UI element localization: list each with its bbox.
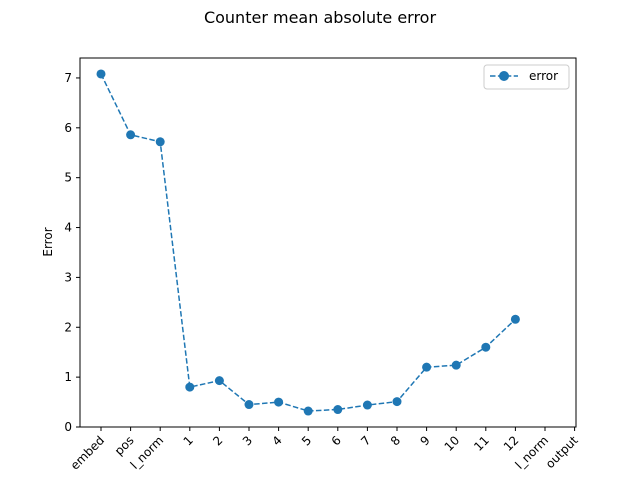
x-tick-label: 1 xyxy=(181,433,196,448)
legend-marker-swatch xyxy=(499,71,509,81)
legend-box xyxy=(483,64,570,90)
data-point xyxy=(244,400,254,410)
data-point xyxy=(126,130,136,140)
y-tick-label: 5 xyxy=(64,171,72,185)
x-tick-label: 12 xyxy=(501,433,522,454)
x-tick-label: 2 xyxy=(210,433,225,448)
legend-label-error: error xyxy=(529,69,558,83)
y-tick-label: 2 xyxy=(64,320,72,334)
y-tick-label: 6 xyxy=(64,121,72,135)
y-tick-label: 3 xyxy=(64,270,72,284)
x-tick-label: 8 xyxy=(388,433,403,448)
x-tick-label: 6 xyxy=(329,433,344,448)
data-point xyxy=(214,376,224,386)
x-tick-label: embed xyxy=(68,433,107,472)
y-tick-label: 4 xyxy=(64,221,72,235)
x-tick-label: l_norm xyxy=(128,433,167,472)
series-layer xyxy=(96,69,520,416)
x-tick-label: 11 xyxy=(471,433,492,454)
x-tick-label: 5 xyxy=(299,433,314,448)
x-tick-label: 4 xyxy=(269,433,284,448)
data-point xyxy=(303,406,313,416)
x-tick-label: 3 xyxy=(240,433,255,448)
y-tick-label: 7 xyxy=(64,71,72,85)
data-point xyxy=(274,397,284,407)
data-point xyxy=(510,314,520,324)
y-tick-label: 0 xyxy=(64,420,72,434)
plot-area-frame xyxy=(79,57,577,428)
data-point xyxy=(362,400,372,410)
x-tick-label: pos xyxy=(112,433,137,458)
y-axis-title: Error xyxy=(41,227,55,256)
x-tick-label: output xyxy=(543,433,581,471)
data-point xyxy=(96,69,106,79)
series-line-error xyxy=(100,73,516,412)
data-point xyxy=(333,405,343,415)
legend: error xyxy=(483,64,570,90)
chart-title: Counter mean absolute error xyxy=(204,8,437,27)
y-tick-label: 1 xyxy=(64,370,72,384)
data-point xyxy=(422,362,432,372)
data-point xyxy=(392,397,402,407)
x-tick-label: 10 xyxy=(442,433,463,454)
x-tick-label: 7 xyxy=(358,433,373,448)
data-point xyxy=(185,382,195,392)
x-tick-label: l_norm xyxy=(512,433,551,472)
data-point xyxy=(155,137,165,147)
x-tick-label: 9 xyxy=(417,433,432,448)
data-point xyxy=(451,360,461,370)
data-point xyxy=(481,342,491,352)
